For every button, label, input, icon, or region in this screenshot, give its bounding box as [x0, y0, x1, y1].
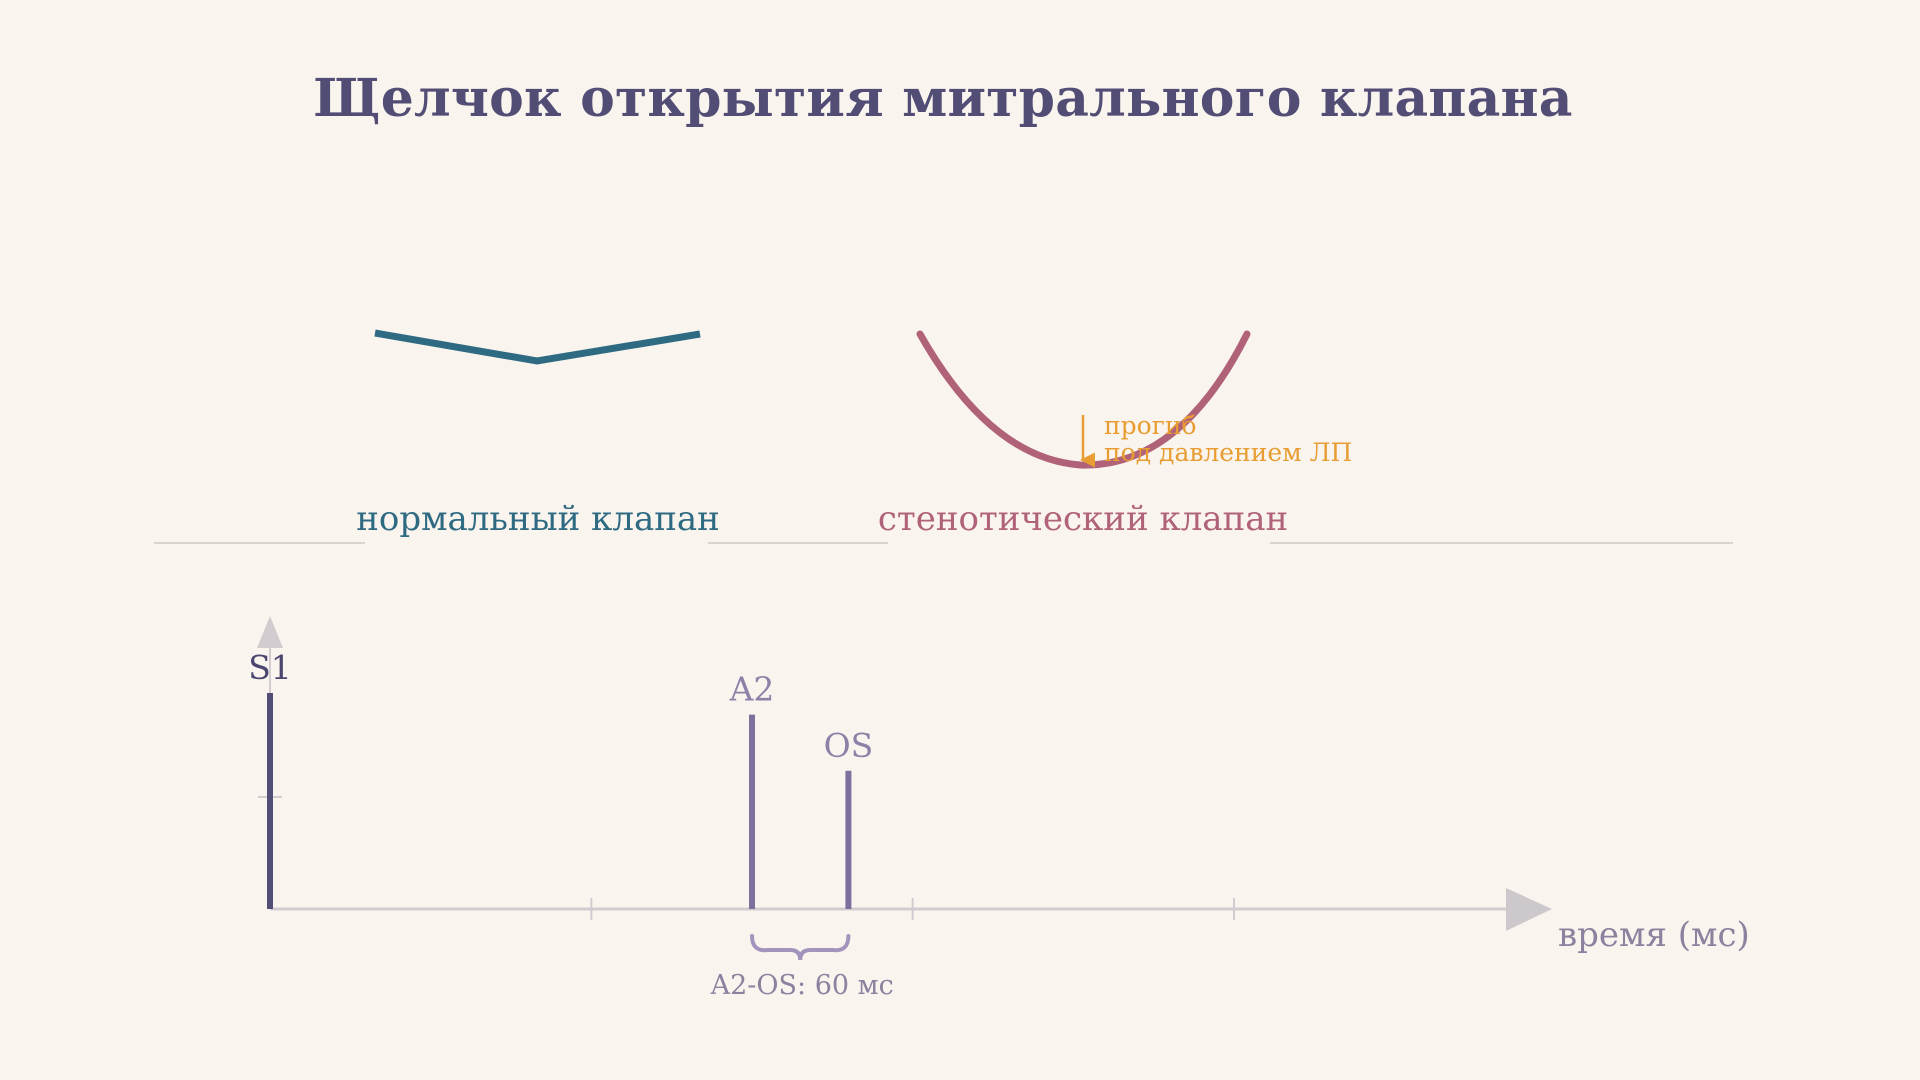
x-axis-arrow-icon	[1506, 888, 1552, 931]
stenotic-valve-label: стенотический клапан	[878, 499, 1288, 539]
interval-label: A2-OS: 60 мс	[710, 970, 894, 1001]
normal-valve-label: нормальный клапан	[356, 499, 720, 539]
x-axis-label: время (мс)	[1558, 915, 1750, 955]
dome-annotation-line1: прогиб	[1104, 411, 1197, 440]
normal-valve-leaflets	[374, 329, 701, 365]
dome-annotation-line2: под давлением ЛП	[1104, 438, 1352, 467]
normal-label-bg	[365, 498, 708, 548]
stenotic-label-bg	[888, 498, 1270, 548]
interval-brace: A2-OS: 60 мс	[710, 934, 894, 1001]
timeline-axis: время (мс)	[257, 616, 1750, 955]
a2-label: A2	[729, 670, 775, 709]
os-label: OS	[824, 726, 874, 765]
interval-brace-icon	[750, 934, 851, 961]
s1-label: S1	[248, 648, 292, 687]
normal-valve	[374, 329, 701, 365]
stenotic-valve: прогиб под давлением ЛП	[916, 330, 1352, 469]
sound-events: S1 A2 OS	[248, 648, 873, 909]
x-axis-ticks	[590, 898, 1236, 920]
page-title: Щелчок открытия митрального клапана	[313, 68, 1573, 129]
y-axis-arrow-icon	[257, 616, 283, 648]
